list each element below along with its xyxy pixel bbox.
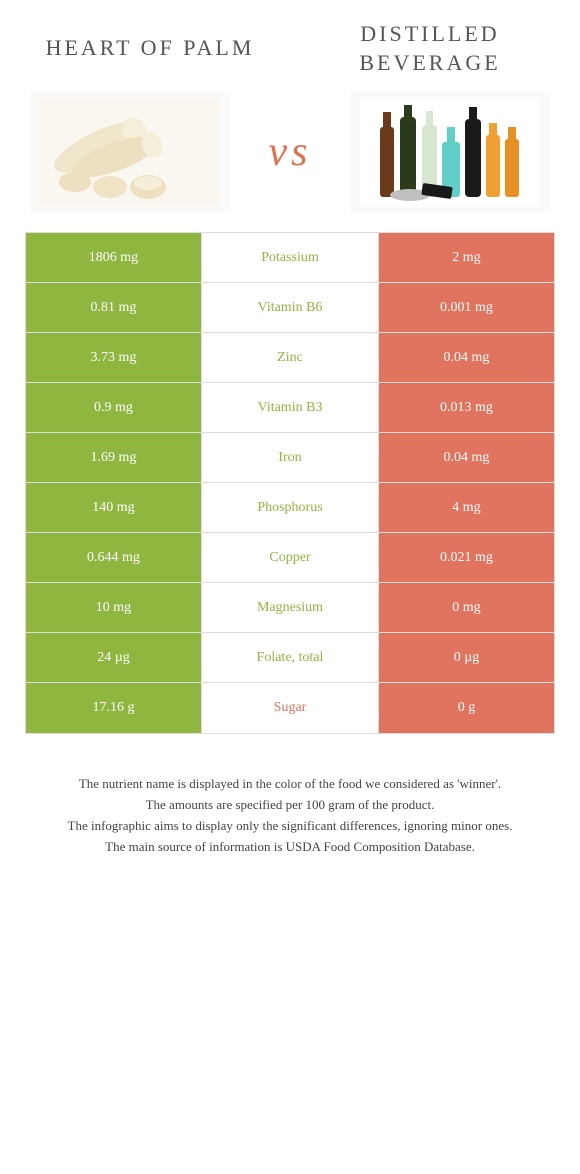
heart-of-palm-icon <box>40 97 220 207</box>
images-row: vs <box>0 87 580 232</box>
nutrient-name: Magnesium <box>201 583 379 632</box>
table-row: 17.16 gSugar0 g <box>26 683 554 733</box>
distilled-beverage-icon <box>360 97 540 207</box>
footer-line: The amounts are specified per 100 gram o… <box>30 795 550 816</box>
right-value: 0.013 mg <box>379 383 554 432</box>
nutrient-name: Sugar <box>201 683 379 733</box>
left-value: 10 mg <box>26 583 201 632</box>
table-row: 0.81 mgVitamin B60.001 mg <box>26 283 554 333</box>
table-row: 1806 mgPotassium2 mg <box>26 233 554 283</box>
nutrient-name: Phosphorus <box>201 483 379 532</box>
table-row: 24 µgFolate, total0 µg <box>26 633 554 683</box>
right-image <box>350 92 550 212</box>
right-value: 0.04 mg <box>379 433 554 482</box>
nutrient-name: Vitamin B6 <box>201 283 379 332</box>
footer-line: The main source of information is USDA F… <box>30 837 550 858</box>
footer-line: The nutrient name is displayed in the co… <box>30 774 550 795</box>
table-row: 10 mgMagnesium0 mg <box>26 583 554 633</box>
left-value: 24 µg <box>26 633 201 682</box>
left-title: Heart of Palm <box>30 34 270 63</box>
vs-label: vs <box>269 128 312 176</box>
table-row: 0.644 mgCopper0.021 mg <box>26 533 554 583</box>
right-value: 0.021 mg <box>379 533 554 582</box>
table-row: 0.9 mgVitamin B30.013 mg <box>26 383 554 433</box>
left-value: 0.81 mg <box>26 283 201 332</box>
footer-line: The infographic aims to display only the… <box>30 816 550 837</box>
nutrient-name: Copper <box>201 533 379 582</box>
left-value: 1.69 mg <box>26 433 201 482</box>
footer-notes: The nutrient name is displayed in the co… <box>0 734 580 877</box>
header: Heart of Palm Distilled beverage <box>0 0 580 87</box>
left-value: 0.644 mg <box>26 533 201 582</box>
nutrient-name: Vitamin B3 <box>201 383 379 432</box>
table-row: 3.73 mgZinc0.04 mg <box>26 333 554 383</box>
right-title: Distilled beverage <box>310 20 550 77</box>
left-image <box>30 92 230 212</box>
right-value: 0.04 mg <box>379 333 554 382</box>
left-value: 17.16 g <box>26 683 201 733</box>
left-value: 1806 mg <box>26 233 201 282</box>
nutrient-name: Folate, total <box>201 633 379 682</box>
left-value: 3.73 mg <box>26 333 201 382</box>
left-value: 140 mg <box>26 483 201 532</box>
right-value: 0 g <box>379 683 554 733</box>
comparison-table: 1806 mgPotassium2 mg0.81 mgVitamin B60.0… <box>25 232 555 734</box>
left-value: 0.9 mg <box>26 383 201 432</box>
right-value: 0 mg <box>379 583 554 632</box>
nutrient-name: Iron <box>201 433 379 482</box>
nutrient-name: Zinc <box>201 333 379 382</box>
nutrient-name: Potassium <box>201 233 379 282</box>
right-value: 2 mg <box>379 233 554 282</box>
table-row: 140 mgPhosphorus4 mg <box>26 483 554 533</box>
table-row: 1.69 mgIron0.04 mg <box>26 433 554 483</box>
right-value: 0.001 mg <box>379 283 554 332</box>
right-value: 0 µg <box>379 633 554 682</box>
right-value: 4 mg <box>379 483 554 532</box>
